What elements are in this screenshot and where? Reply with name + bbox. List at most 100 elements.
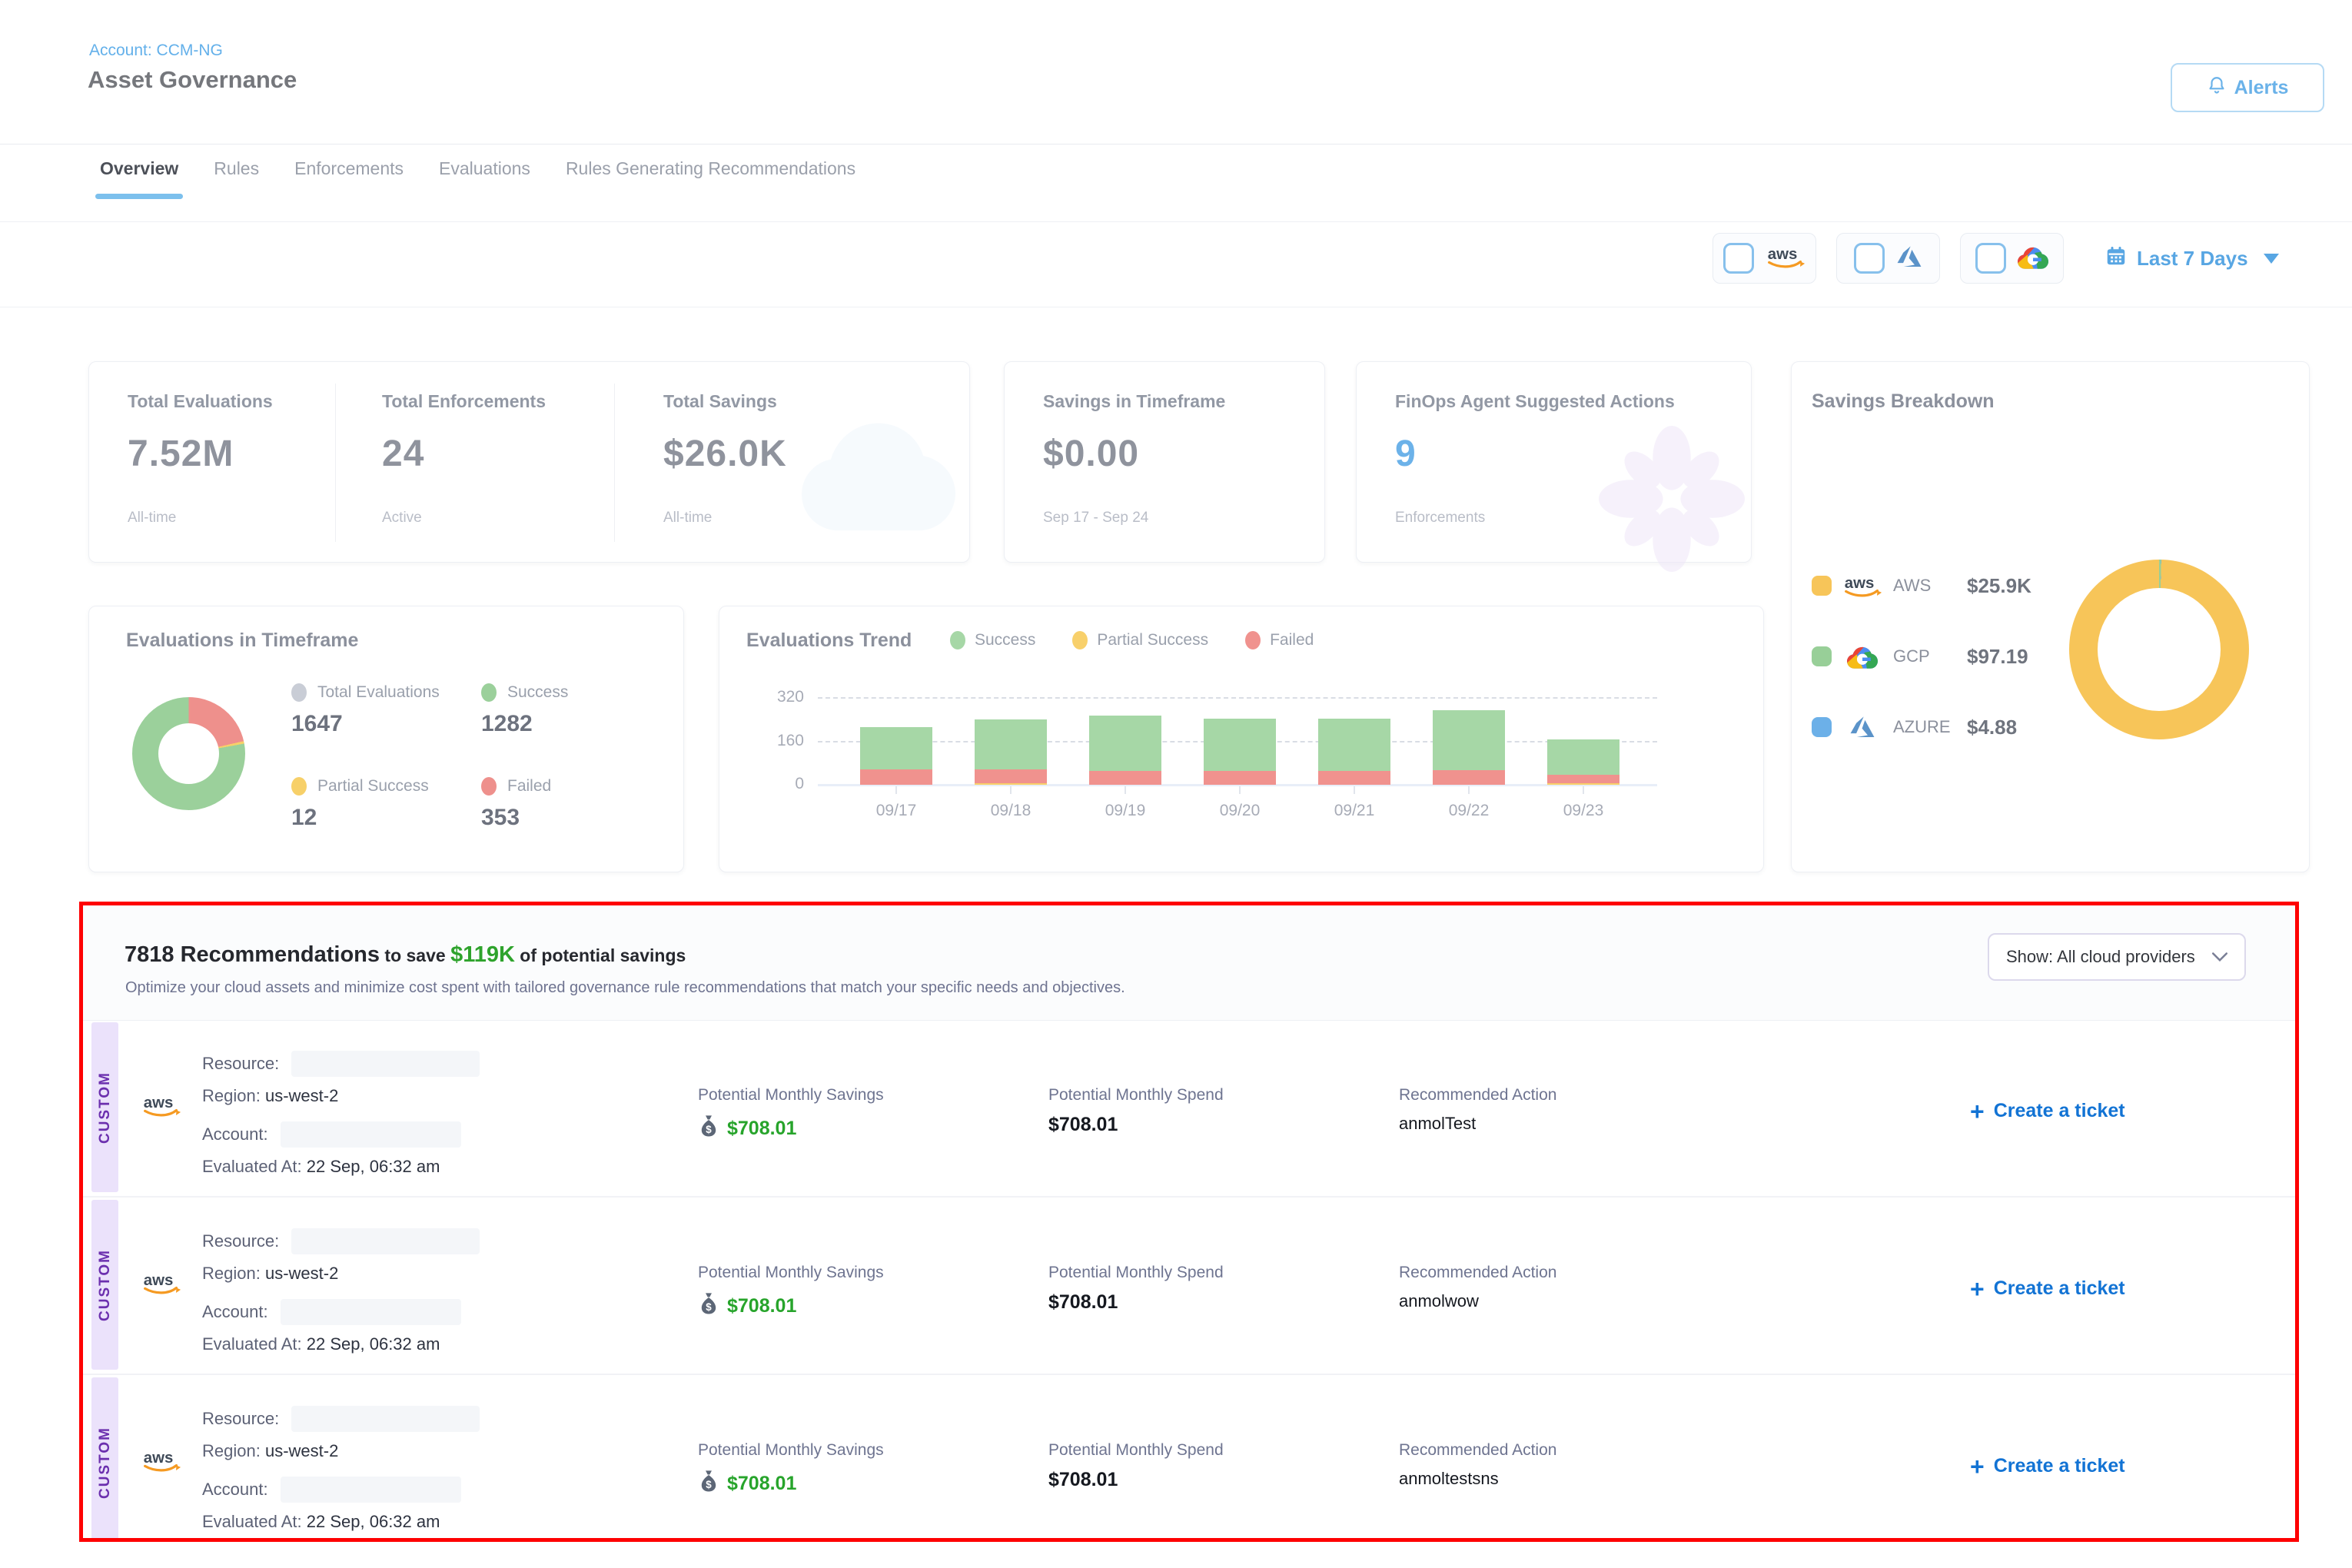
aws-icon: aws — [1842, 573, 1882, 599]
stat-label: Savings in Timeframe — [1043, 391, 1226, 411]
create-ticket-button[interactable]: + Create a ticket — [1970, 1099, 2125, 1124]
detail-label: Account: — [202, 1302, 273, 1321]
gcp-checkbox[interactable] — [1975, 243, 2006, 274]
savings-breakdown-donut-chart — [2069, 560, 2249, 739]
legend-label-row: Failed — [481, 777, 551, 796]
region-detail: Region: us-west-2 — [202, 1264, 338, 1284]
legend-label-row: Partial Success — [291, 777, 429, 796]
recommended-action-value: anmolwow — [1399, 1291, 1479, 1311]
resource-detail: Resource: — [202, 1406, 480, 1432]
stat-label: Total Evaluations — [128, 391, 273, 411]
legend-value: 12 — [291, 805, 317, 830]
money-bag-icon: $ — [698, 1114, 719, 1144]
legend-dot — [291, 683, 307, 702]
evaluations-legend-item-partial-success: Partial Success 12 — [291, 777, 429, 831]
trend-legend: Success Partial Success Failed — [950, 631, 1314, 649]
aws-checkbox[interactable] — [1723, 243, 1754, 274]
provider-savings-value: $4.88 — [1967, 715, 2018, 739]
gridline — [818, 697, 1657, 699]
tab-evaluations[interactable]: Evaluations — [439, 158, 530, 178]
stat-label: FinOps Agent Suggested Actions — [1395, 391, 1675, 411]
legend-dot — [481, 683, 497, 702]
x-axis-tick — [1583, 786, 1584, 794]
potential-monthly-savings-value: $ $708.01 — [698, 1469, 796, 1499]
redacted-resource-value — [291, 1406, 480, 1432]
account-breadcrumb[interactable]: Account: CCM-NG — [89, 42, 223, 59]
cloud-watermark-icon — [802, 408, 955, 535]
x-axis-tick — [1010, 786, 1012, 794]
legend-value: 1282 — [481, 711, 533, 736]
azure-icon — [1842, 714, 1882, 740]
provider-filter-gcp[interactable] — [1960, 233, 2064, 284]
custom-rule-tag-label: CUSTOM — [96, 1071, 113, 1144]
savings-breakdown-legend-item-azure: AZURE $4.88 — [1812, 714, 2017, 740]
bar-segment — [1547, 783, 1619, 785]
redacted-account-value — [280, 1121, 461, 1148]
svg-text:aws: aws — [144, 1095, 174, 1111]
stat-value: $26.0K — [663, 434, 787, 474]
y-axis-label: 320 — [776, 688, 804, 706]
recommended-action-label: Recommended Action — [1399, 1441, 1557, 1459]
tab-rules-generating-recommendations[interactable]: Rules Generating Recommendations — [565, 158, 856, 178]
create-ticket-label: Create a ticket — [1993, 1277, 2125, 1299]
potential-monthly-spend-value: $708.01 — [1048, 1291, 1118, 1313]
trend-bar-09-23 — [1547, 739, 1619, 785]
create-ticket-button[interactable]: + Create a ticket — [1970, 1454, 2125, 1479]
aws-icon: aws — [141, 1447, 181, 1477]
stat-caption: Enforcements — [1395, 510, 1486, 526]
svg-text:aws: aws — [144, 1272, 174, 1289]
chevron-down-icon — [2212, 947, 2227, 967]
evaluated-at-value: 22 Sep, 06:32 am — [306, 1334, 440, 1354]
trend-legend-item-success: Success — [950, 631, 1035, 649]
detail-label: Resource: — [202, 1409, 284, 1428]
potential-monthly-spend-label: Potential Monthly Spend — [1048, 1441, 1224, 1459]
potential-monthly-spend-value: $708.01 — [1048, 1114, 1118, 1135]
tab-overview[interactable]: Overview — [95, 158, 184, 199]
stat-divider — [335, 384, 336, 542]
x-axis-tick — [1354, 786, 1355, 794]
trend-bar-09-20 — [1204, 719, 1276, 785]
alerts-button[interactable]: Alerts — [2171, 63, 2324, 112]
aws-icon: aws — [141, 1270, 181, 1300]
cloud-provider-filter-dropdown[interactable]: Show: All cloud providers — [1988, 933, 2246, 981]
evaluations-trend-card: Evaluations Trend Success Partial Success… — [719, 606, 1764, 872]
legend-label: Partial Success — [1097, 631, 1209, 649]
stat-value: $0.00 — [1043, 434, 1140, 474]
evaluations-donut-chart — [132, 697, 245, 810]
bar-segment — [975, 719, 1047, 769]
tab-rules[interactable]: Rules — [214, 158, 260, 178]
azure-checkbox[interactable] — [1854, 243, 1885, 274]
bar-segment — [1089, 716, 1161, 771]
trend-legend-item-partial-success: Partial Success — [1072, 631, 1208, 649]
calendar-icon — [2105, 244, 2128, 273]
trend-legend-item-failed: Failed — [1245, 631, 1314, 649]
redacted-resource-value — [291, 1228, 480, 1254]
detail-label: Evaluated At: — [202, 1512, 307, 1531]
evaluations-legend-item-failed: Failed 353 — [481, 777, 551, 831]
savings-breakdown-legend-item-aws: aws AWS $25.9K — [1812, 573, 2031, 599]
provider-filter-azure[interactable] — [1836, 233, 1940, 284]
flower-watermark-icon — [1599, 426, 1745, 576]
stat-caption: All-time — [128, 510, 177, 526]
potential-savings-amount: $119K — [450, 942, 515, 967]
legend-dot — [1072, 631, 1088, 649]
x-axis-tick — [1125, 786, 1126, 794]
create-ticket-button[interactable]: + Create a ticket — [1970, 1277, 2125, 1301]
tab-enforcements[interactable]: Enforcements — [294, 158, 404, 178]
account-detail: Account: — [202, 1477, 461, 1503]
bar-segment — [1547, 739, 1619, 775]
legend-dot — [950, 631, 965, 649]
provider-filter-aws[interactable]: aws — [1713, 233, 1816, 284]
detail-label: Region: — [202, 1441, 265, 1460]
bar-segment — [1204, 771, 1276, 785]
azure-icon — [1896, 244, 1922, 274]
provider-name: GCP — [1893, 646, 1930, 666]
savings-in-timeframe-card: Savings in Timeframe $0.00 Sep 17 - Sep … — [1004, 361, 1325, 563]
recommendation-row: CUSTOM aws Resource: Region: us-west-2 Acco… — [83, 1198, 2295, 1375]
detail-label: Region: — [202, 1264, 265, 1283]
date-range-picker[interactable]: Last 7 Days — [2105, 233, 2279, 284]
trend-bar-09-21 — [1318, 719, 1390, 785]
legend-dot — [1245, 631, 1261, 649]
account-detail: Account: — [202, 1121, 461, 1148]
evaluated-at-value: 22 Sep, 06:32 am — [306, 1512, 440, 1531]
